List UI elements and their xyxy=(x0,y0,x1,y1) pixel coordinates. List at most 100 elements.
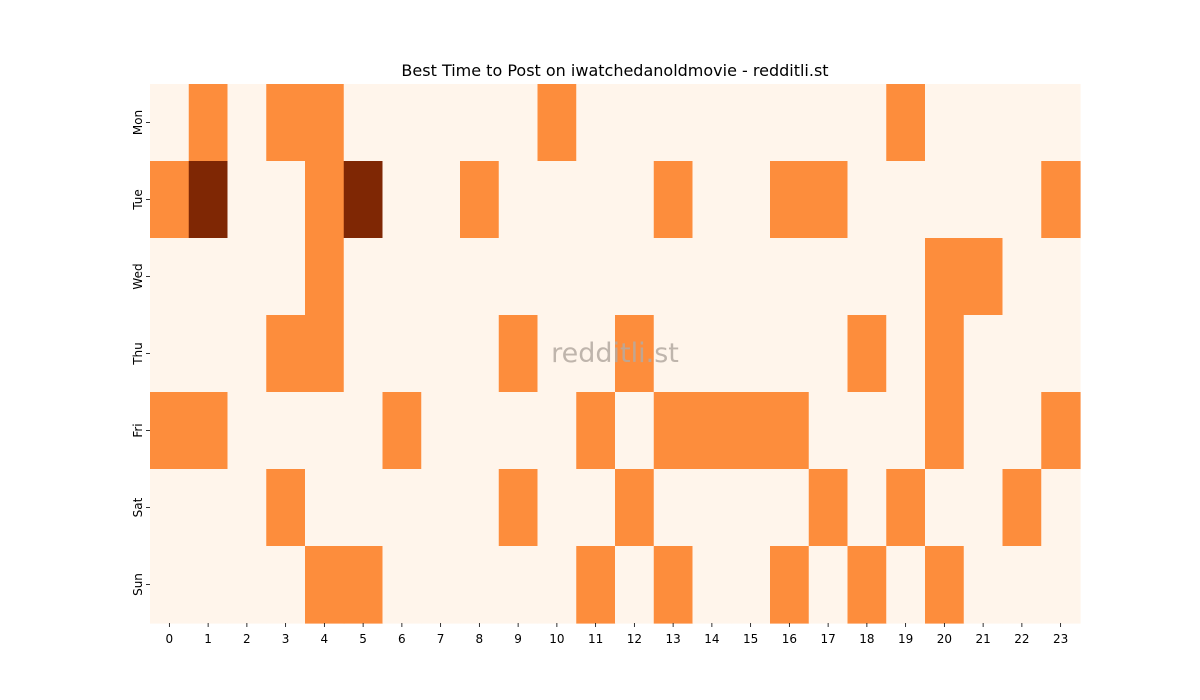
heatmap-cell-thu-1 xyxy=(188,315,229,393)
heatmap-cell-thu-3 xyxy=(266,315,306,393)
heatmap-cell-tue-5 xyxy=(343,161,384,239)
heatmap-cells xyxy=(150,84,1081,624)
heatmap-cell-mon-13 xyxy=(653,84,694,162)
heatmap-cell-fri-8 xyxy=(460,392,500,470)
y-tick-label-mon: Mon xyxy=(131,110,145,135)
heatmap-cell-mon-8 xyxy=(460,84,500,162)
heatmap-cell-sat-23 xyxy=(1041,469,1081,547)
heatmap-cell-fri-0 xyxy=(150,392,190,470)
heatmap-cell-sat-20 xyxy=(925,469,965,547)
heatmap-cell-wed-14 xyxy=(692,238,732,316)
x-tick-label: 3 xyxy=(282,632,290,646)
heatmap-cell-sun-12 xyxy=(615,546,655,624)
heatmap-cell-sun-16 xyxy=(770,546,810,624)
heatmap-cell-fri-6 xyxy=(382,392,422,470)
heatmap-cell-tue-6 xyxy=(382,161,422,239)
heatmap-cell-sun-21 xyxy=(963,546,1004,624)
heatmap-cell-mon-14 xyxy=(692,84,732,162)
heatmap-cell-fri-20 xyxy=(925,392,965,470)
heatmap-cell-sun-6 xyxy=(382,546,422,624)
heatmap-cell-sat-16 xyxy=(770,469,810,547)
x-tick-label: 1 xyxy=(204,632,212,646)
heatmap-cell-wed-9 xyxy=(498,238,539,316)
heatmap-cell-tue-2 xyxy=(227,161,267,239)
heatmap-cell-thu-23 xyxy=(1041,315,1081,393)
heatmap-cell-wed-8 xyxy=(460,238,500,316)
heatmap-cell-thu-13 xyxy=(653,315,694,393)
y-tick-label-sun: Sun xyxy=(131,573,145,596)
heatmap-cell-wed-0 xyxy=(150,238,190,316)
heatmap-cell-sat-4 xyxy=(305,469,345,547)
heatmap-cell-tue-19 xyxy=(886,161,926,239)
heatmap-cell-mon-15 xyxy=(731,84,771,162)
heatmap-cell-sun-15 xyxy=(731,546,771,624)
heatmap-cell-sun-0 xyxy=(150,546,190,624)
heatmap-cell-thu-6 xyxy=(382,315,422,393)
heatmap-cell-sat-0 xyxy=(150,469,190,547)
heatmap-cell-wed-16 xyxy=(770,238,810,316)
x-tick-label: 8 xyxy=(476,632,484,646)
x-tick-label: 2 xyxy=(243,632,251,646)
heatmap-cell-mon-0 xyxy=(150,84,190,162)
heatmap-cell-mon-9 xyxy=(498,84,539,162)
heatmap-cell-sun-10 xyxy=(537,546,577,624)
heatmap-cell-sun-9 xyxy=(498,546,539,624)
heatmap-cell-sat-19 xyxy=(886,469,926,547)
heatmap-cell-tue-3 xyxy=(266,161,306,239)
heatmap-cell-tue-23 xyxy=(1041,161,1081,239)
heatmap-cell-sat-2 xyxy=(227,469,267,547)
heatmap-cell-mon-11 xyxy=(576,84,616,162)
x-tick-label: 11 xyxy=(588,632,603,646)
heatmap-cell-tue-21 xyxy=(963,161,1004,239)
heatmap-cell-wed-15 xyxy=(731,238,771,316)
heatmap-cell-fri-9 xyxy=(498,392,539,470)
heatmap-cell-mon-20 xyxy=(925,84,965,162)
x-tick-label: 23 xyxy=(1053,632,1068,646)
heatmap-cell-wed-6 xyxy=(382,238,422,316)
heatmap-cell-fri-17 xyxy=(808,392,849,470)
heatmap-cell-sat-8 xyxy=(460,469,500,547)
heatmap-cell-sat-7 xyxy=(421,469,461,547)
heatmap-cell-sun-5 xyxy=(343,546,384,624)
heatmap-cell-mon-12 xyxy=(615,84,655,162)
heatmap-cell-sat-15 xyxy=(731,469,771,547)
heatmap-cell-wed-22 xyxy=(1002,238,1042,316)
heatmap-cell-mon-16 xyxy=(770,84,810,162)
heatmap-cell-tue-20 xyxy=(925,161,965,239)
heatmap-cell-wed-19 xyxy=(886,238,926,316)
heatmap-cell-mon-22 xyxy=(1002,84,1042,162)
heatmap-cell-mon-19 xyxy=(886,84,926,162)
heatmap-cell-sun-20 xyxy=(925,546,965,624)
heatmap-cell-tue-12 xyxy=(615,161,655,239)
heatmap-cell-sun-3 xyxy=(266,546,306,624)
heatmap-cell-wed-21 xyxy=(963,238,1004,316)
x-tick-label: 9 xyxy=(514,632,522,646)
heatmap-cell-tue-18 xyxy=(847,161,887,239)
heatmap-cell-wed-11 xyxy=(576,238,616,316)
heatmap-cell-wed-13 xyxy=(653,238,694,316)
heatmap-cell-tue-10 xyxy=(537,161,577,239)
heatmap-cell-wed-5 xyxy=(343,238,384,316)
heatmap-cell-tue-8 xyxy=(460,161,500,239)
heatmap-cell-sat-22 xyxy=(1002,469,1042,547)
heatmap-cell-tue-16 xyxy=(770,161,810,239)
heatmap-cell-wed-3 xyxy=(266,238,306,316)
x-axis: 0 1 2 3 4 5 6 7 8 9 10 11 12 13 14 15 16 17 18 19 20 21 22 23 xyxy=(166,623,1068,646)
heatmap-cell-thu-18 xyxy=(847,315,887,393)
heatmap-cell-tue-7 xyxy=(421,161,461,239)
x-tick-label: 17 xyxy=(820,632,835,646)
x-tick-label: 15 xyxy=(743,632,758,646)
heatmap-cell-sun-23 xyxy=(1041,546,1081,624)
x-tick-label: 10 xyxy=(549,632,564,646)
heatmap-cell-sat-12 xyxy=(615,469,655,547)
heatmap-cell-mon-10 xyxy=(537,84,577,162)
heatmap-cell-thu-15 xyxy=(731,315,771,393)
heatmap-cell-thu-17 xyxy=(808,315,849,393)
heatmap-cell-sat-18 xyxy=(847,469,887,547)
y-tick-label-wed: Wed xyxy=(131,263,145,289)
heatmap-cell-thu-8 xyxy=(460,315,500,393)
heatmap-cell-thu-5 xyxy=(343,315,384,393)
heatmap-cell-tue-9 xyxy=(498,161,539,239)
chart-title: Best Time to Post on iwatchedanoldmovie … xyxy=(401,61,828,80)
heatmap-cell-sun-18 xyxy=(847,546,887,624)
